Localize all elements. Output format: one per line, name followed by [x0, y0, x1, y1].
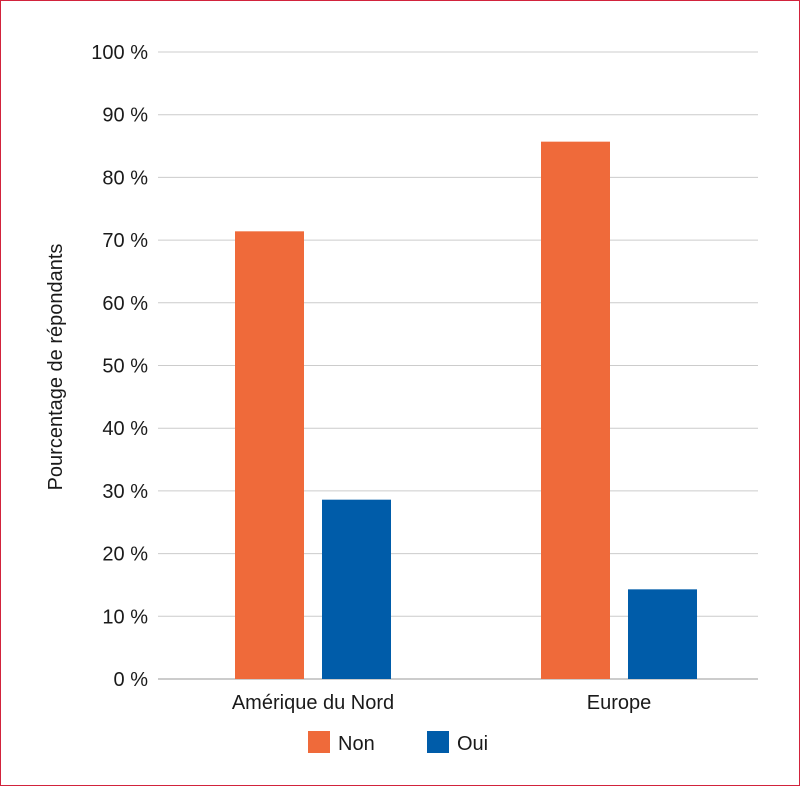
- y-tick-label: 0 %: [114, 669, 149, 691]
- y-tick-label: 90 %: [102, 105, 148, 127]
- legend-swatch-oui: [427, 731, 449, 753]
- y-tick-label: 70 %: [102, 230, 148, 252]
- bars: [235, 141, 697, 679]
- y-tick-label: 60 %: [102, 293, 148, 315]
- legend-label-non: Non: [338, 733, 375, 755]
- y-tick-label: 10 %: [102, 606, 148, 628]
- legend-label-oui: Oui: [457, 733, 488, 755]
- y-tick-label: 30 %: [102, 481, 148, 503]
- y-tick-label: 100 %: [91, 42, 148, 64]
- bar-non-0: [235, 231, 304, 679]
- legend-swatch-non: [308, 731, 330, 753]
- bar-oui-1: [628, 589, 697, 679]
- y-tick-label: 50 %: [102, 356, 148, 378]
- y-tick-labels: 0 % 10 % 20 % 30 % 40 % 50 % 60 % 70 % 80 % 90 % 1…: [91, 42, 148, 691]
- bar-oui-0: [322, 499, 391, 679]
- y-tick-label: 80 %: [102, 167, 148, 189]
- category-label: Europe: [587, 692, 652, 714]
- y-tick-label: 40 %: [102, 418, 148, 440]
- legend: Non Oui: [308, 731, 488, 755]
- y-tick-label: 20 %: [102, 544, 148, 566]
- bar-non-1: [541, 141, 610, 679]
- category-label: Amérique du Nord: [232, 692, 394, 714]
- y-axis-title: Pourcentage de répondants: [45, 244, 67, 491]
- category-labels: Amérique du Nord Europe: [232, 692, 651, 714]
